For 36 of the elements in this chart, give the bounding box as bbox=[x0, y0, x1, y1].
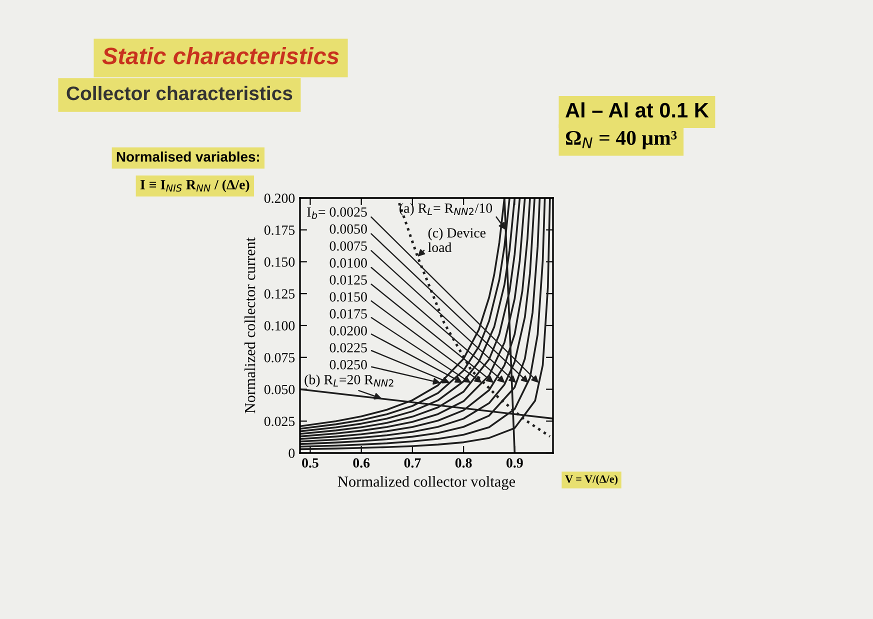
y-tick-label: 0.075 bbox=[264, 352, 295, 362]
annotation: 0.0100 bbox=[330, 258, 367, 268]
y-tick-label: 0.125 bbox=[264, 289, 295, 299]
annotation: 0.0050 bbox=[330, 224, 367, 234]
y-tick-label: 0.200 bbox=[264, 194, 295, 204]
chart-title: Static characteristics bbox=[102, 46, 339, 64]
annotation: 0.0175 bbox=[330, 309, 367, 319]
y-tick-label: 0.100 bbox=[264, 321, 295, 331]
annotation: 0.0075 bbox=[330, 241, 367, 251]
annotation: 0.0125 bbox=[330, 275, 367, 285]
y-tick-label: 0.050 bbox=[264, 384, 295, 394]
x-tick-label: 0.8 bbox=[455, 458, 472, 468]
text: V = V/(Δ/e) bbox=[565, 474, 618, 486]
text: I ≡ I$_{NIS}$ R$_{NN}$ / (Δ/e) bbox=[140, 180, 250, 192]
x-tick-label: 0.6 bbox=[353, 458, 370, 468]
x-tick-label: 0.9 bbox=[506, 458, 523, 468]
annotation: (c) Device load bbox=[428, 228, 486, 252]
annotation: (a) R$_{L}$= R$_{NN2}$/10 bbox=[400, 203, 492, 216]
x-tick-label: 0.7 bbox=[404, 458, 421, 468]
annotation: 0.0225 bbox=[330, 343, 367, 352]
x-tick-label: 0.5 bbox=[302, 458, 318, 468]
text: Normalised variables: bbox=[116, 152, 260, 162]
annotation: 0.0250 bbox=[330, 360, 367, 370]
y-tick-label: 0.175 bbox=[264, 225, 295, 235]
chart-subtitle: Collector characteristics bbox=[66, 86, 292, 100]
y-tick-label: 0.025 bbox=[264, 416, 295, 426]
annotation: 0.0200 bbox=[330, 326, 367, 336]
annotation: 0.0150 bbox=[330, 292, 367, 302]
y-tick-label: 0.150 bbox=[264, 257, 295, 267]
annotation: (b) R$_{L}$=20 R$_{NN2}$ bbox=[304, 374, 394, 388]
y-tick-label: 0 bbox=[288, 448, 295, 458]
annotation: I$_{b}$= 0.0025 bbox=[307, 207, 367, 219]
text: Ω$_{N}$ = 40 μm³ bbox=[566, 130, 677, 150]
x-axis-title: Normalized collector voltage bbox=[338, 476, 516, 490]
text: Al – Al at 0.1 K bbox=[566, 102, 709, 118]
y-axis-title: Normalized collector current bbox=[244, 237, 256, 414]
